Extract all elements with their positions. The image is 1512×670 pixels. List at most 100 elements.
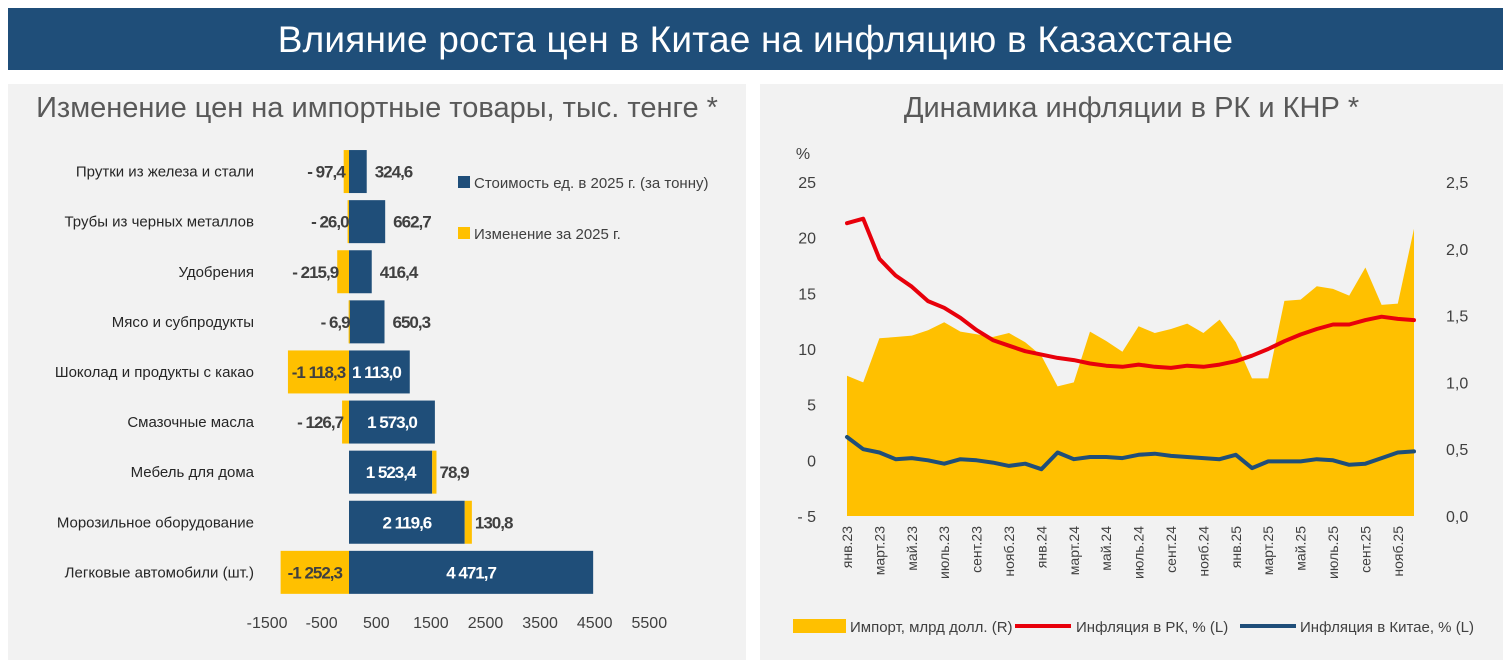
bar-value-4 <box>349 300 385 344</box>
x-tick-label: 500 <box>363 615 390 632</box>
bar-change-label: 78,9 <box>439 463 469 482</box>
import-area <box>847 228 1414 517</box>
x-tick-label: март.23 <box>871 526 887 575</box>
legend-label-kz: Инфляция в РК, % (L) <box>1076 619 1228 636</box>
kz-inflation-line <box>845 216 1416 370</box>
bar-category-label: Морозильное оборудование <box>57 514 254 531</box>
bar-category-label: Шоколад и продукты с какао <box>55 364 254 381</box>
x-tick-label: -500 <box>306 615 338 632</box>
bar-change-7 <box>432 450 437 494</box>
bar-category-label: Удобрения <box>178 264 254 281</box>
bar-value-1 <box>349 150 367 194</box>
line-chart-panel: Динамика инфляции в РК и КНР * % 25 20 15 10… <box>760 84 1503 660</box>
x-tick-label: март.24 <box>1066 526 1082 575</box>
legend-swatch-cost <box>458 176 470 188</box>
left-y-tick-label: 5 <box>807 398 816 415</box>
bar-value-label: 324,6 <box>375 163 413 182</box>
bar-change-9 <box>280 550 349 594</box>
bar-value-label: 1 573,0 <box>367 413 417 432</box>
bar-change-label: - 6,9 <box>321 313 351 332</box>
x-tick-label: 1500 <box>413 615 449 632</box>
bar-change-8 <box>464 500 472 544</box>
bar-change-label: - 215,9 <box>292 263 338 282</box>
page-title: Влияние роста цен в Китае на инфляцию в … <box>277 19 1234 60</box>
x-tick-label: нояб.24 <box>1195 526 1211 577</box>
right-y-tick-label: 1,5 <box>1446 309 1468 326</box>
left-axis-unit: % <box>796 146 810 163</box>
bar-value-label: 662,7 <box>393 213 431 232</box>
bar-value-3 <box>349 250 372 294</box>
bar-value-label: 650,3 <box>393 313 431 332</box>
bar-value-label: 2 119,6 <box>382 513 431 532</box>
bar-change-label: -1 118,3 <box>292 363 346 382</box>
bar-chart-svg: Прутки из железа и стали 324,6 - 97,4 Трубы… <box>55 150 709 632</box>
right-y-tick-label: 2,0 <box>1446 242 1468 259</box>
bar-category-label: Мясо и субпродукты <box>112 314 254 331</box>
right-y-tick-label: 1,0 <box>1446 375 1468 392</box>
x-tick-label: сент.23 <box>969 526 985 573</box>
bar-change-label: - 26,0 <box>311 213 349 232</box>
bar-change-1 <box>343 150 349 194</box>
x-tick-label: янв.24 <box>1033 526 1049 568</box>
left-y-tick-label: 0 <box>807 453 816 470</box>
legend-label-cost: Стоимость ед. в 2025 г. (за тонну) <box>474 175 709 192</box>
x-tick-label: май.25 <box>1293 526 1309 571</box>
bar-value-6 <box>349 400 435 444</box>
bar-value-label: 1 113,0 <box>352 363 401 382</box>
bar-change-3 <box>337 250 349 294</box>
bar-category-label: Легковые автомобили (шт.) <box>65 564 254 581</box>
x-tick-label: сент.24 <box>1163 526 1179 573</box>
bar-change-2 <box>347 200 349 244</box>
right-y-tick-label: 2,5 <box>1446 175 1468 192</box>
bar-change-label: - 97,4 <box>307 163 346 182</box>
bar-category-label: Мебель для дома <box>131 464 255 481</box>
bar-change-4 <box>348 300 350 344</box>
x-tick-label: 4500 <box>577 615 613 632</box>
legend-label-change: Изменение за 2025 г. <box>474 226 621 243</box>
bar-category-label: Трубы из черных металлов <box>64 214 254 231</box>
x-tick-label: 2500 <box>468 615 504 632</box>
bar-value-5 <box>349 350 410 394</box>
bar-value-2 <box>349 200 386 244</box>
left-y-tick-label: 10 <box>798 342 816 359</box>
x-tick-label: 5500 <box>632 615 668 632</box>
bar-change-label: -1 252,3 <box>288 563 343 582</box>
bar-value-7 <box>349 450 433 494</box>
x-tick-label: сент.25 <box>1357 526 1373 573</box>
x-tick-label: янв.25 <box>1228 526 1244 568</box>
bar-change-label: - 126,7 <box>297 413 343 432</box>
right-y-tick-label: 0,0 <box>1446 509 1468 526</box>
bar-value-9 <box>349 550 594 594</box>
header-banner: Влияние роста цен в Китае на инфляцию в … <box>8 8 1503 70</box>
left-y-tick-label: 15 <box>798 286 816 303</box>
bar-category-label: Смазочные масла <box>127 414 254 431</box>
x-tick-label: -1500 <box>247 615 288 632</box>
bar-value-8 <box>349 500 465 544</box>
x-tick-label: март.25 <box>1260 526 1276 575</box>
legend-swatch-change <box>458 227 470 239</box>
right-y-tick-label: 0,5 <box>1446 442 1468 459</box>
china-inflation-line <box>845 435 1416 472</box>
line-chart-title: Динамика инфляции в РК и КНР * <box>903 92 1360 124</box>
x-tick-label: июль.24 <box>1131 526 1147 579</box>
x-tick-label: янв.23 <box>839 526 855 568</box>
line-chart-svg: % 25 20 15 10 5 0 - 5 2,5 2,0 1,5 1,0 0,5 0,0 янв.23 ма… <box>793 146 1474 636</box>
bar-value-label: 1 523,4 <box>366 463 417 482</box>
x-tick-label: июль.25 <box>1325 526 1341 579</box>
x-tick-label: 3500 <box>522 615 558 632</box>
x-tick-label: июль.23 <box>936 526 952 579</box>
bar-chart-title: Изменение цен на импортные товары, тыс. … <box>36 92 718 124</box>
left-y-tick-label: - 5 <box>797 509 816 526</box>
left-y-tick-label: 20 <box>798 231 816 248</box>
bar-change-label: 130,8 <box>475 513 513 532</box>
bar-category-label: Прутки из железа и стали <box>76 164 254 181</box>
bar-value-label: 416,4 <box>380 263 419 282</box>
bar-change-5 <box>287 350 349 394</box>
x-tick-label: май.24 <box>1098 526 1114 571</box>
legend-label-import: Импорт, млрд долл. (R) <box>850 619 1013 636</box>
bar-change-6 <box>342 400 349 444</box>
left-y-tick-label: 25 <box>798 175 816 192</box>
legend-label-china: Инфляция в Китае, % (L) <box>1300 619 1474 636</box>
bar-chart-panel: Изменение цен на импортные товары, тыс. … <box>8 84 746 660</box>
bar-value-label: 4 471,7 <box>446 563 496 582</box>
